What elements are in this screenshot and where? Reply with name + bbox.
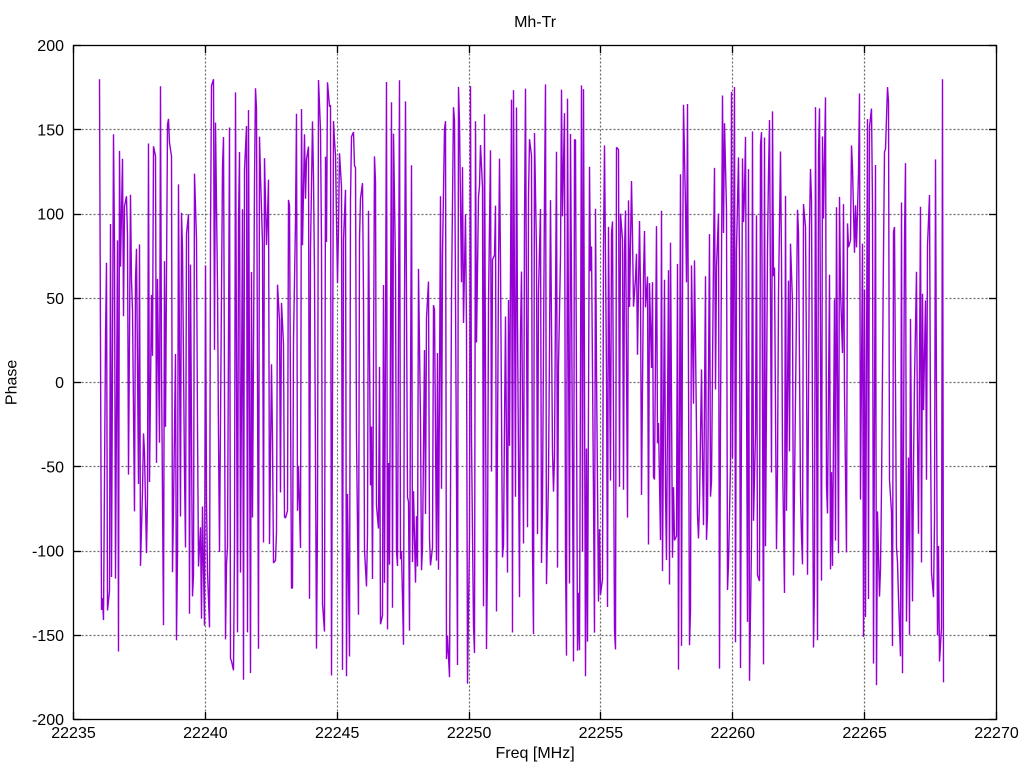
svg-text:100: 100 [37,207,64,224]
svg-text:Phase: Phase [4,360,21,405]
svg-text:22240: 22240 [183,725,228,742]
svg-text:-150: -150 [32,628,64,645]
svg-text:Mh-Tr: Mh-Tr [514,14,557,31]
svg-text:-100: -100 [32,544,64,561]
svg-text:50: 50 [46,291,64,308]
svg-text:Freq [MHz]: Freq [MHz] [496,745,575,762]
svg-text:0: 0 [55,375,64,392]
svg-text:22260: 22260 [711,725,756,742]
svg-text:22235: 22235 [51,725,96,742]
svg-text:22250: 22250 [447,725,492,742]
svg-text:22245: 22245 [315,725,360,742]
svg-text:-200: -200 [32,712,64,729]
svg-text:150: 150 [37,122,64,139]
svg-text:-50: -50 [41,459,64,476]
svg-text:22270: 22270 [974,725,1019,742]
svg-text:200: 200 [37,38,64,55]
svg-text:22255: 22255 [579,725,624,742]
svg-text:22265: 22265 [842,725,887,742]
